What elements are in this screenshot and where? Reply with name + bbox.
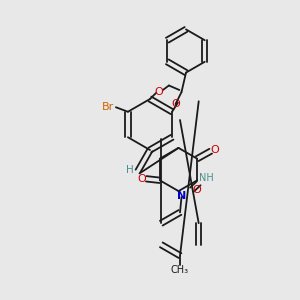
Text: O: O: [171, 99, 180, 109]
Text: O: O: [154, 86, 164, 97]
Text: NH: NH: [200, 173, 214, 183]
Text: CH₃: CH₃: [171, 265, 189, 275]
Text: N: N: [177, 190, 186, 201]
Text: Br: Br: [102, 102, 115, 112]
Text: H: H: [126, 164, 134, 175]
Text: O: O: [211, 145, 220, 155]
Text: O: O: [137, 174, 146, 184]
Text: O: O: [192, 184, 201, 195]
